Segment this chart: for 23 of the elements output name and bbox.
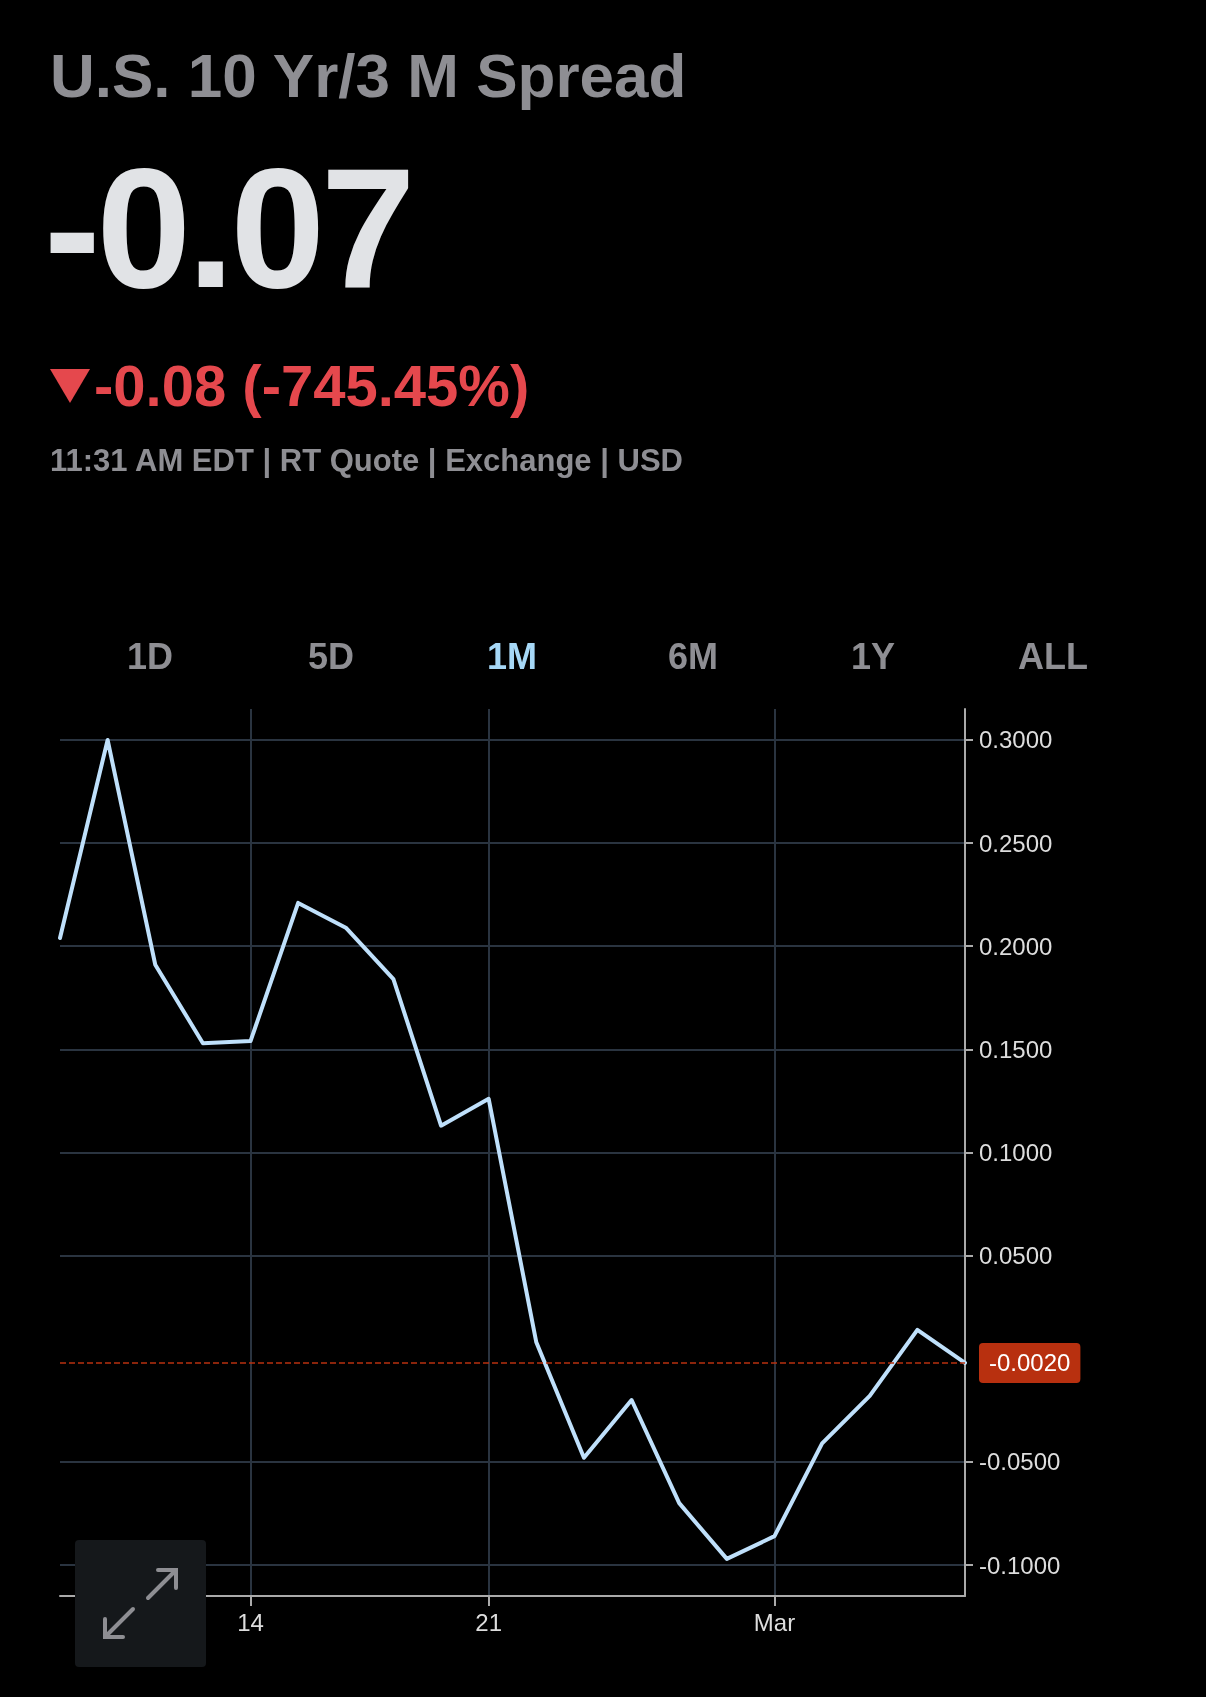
x-tick-label: 14 — [237, 1608, 264, 1636]
text: 5D — [307, 636, 355, 678]
text: 1Y — [849, 636, 896, 678]
chart-title: U.S. 10 Yr/3 M Spread — [50, 40, 687, 111]
chart-subtitle: -0.07 — [44, 132, 412, 325]
x-tick-label: Mar — [753, 1608, 796, 1636]
text: ALL — [1017, 636, 1089, 678]
y-tick-label: -0.0500 — [979, 1448, 1061, 1476]
text: 1D — [126, 636, 174, 678]
y-tick-label: 0.1000 — [979, 1139, 1053, 1166]
ref-line-label: -0.0020 — [989, 1349, 1071, 1377]
text: 6M — [667, 636, 719, 678]
y-tick-label: 0.1500 — [979, 1035, 1053, 1063]
text: 11:31 AM EDT | RT Quote | Exchange | USD — [50, 443, 683, 479]
y-tick-label: 0.2000 — [979, 932, 1053, 960]
x-tick-label: 21 — [475, 1608, 503, 1636]
text: -0.08 (-745.45%) — [94, 352, 530, 419]
y-tick-label: 0.0500 — [979, 1242, 1053, 1270]
y-tick-label: 0.3000 — [979, 726, 1053, 754]
y-tick-label: -0.1000 — [979, 1551, 1061, 1579]
line-series — [58, 737, 967, 1561]
text: 1M — [486, 636, 538, 678]
y-tick-label: 0.2500 — [979, 829, 1053, 857]
